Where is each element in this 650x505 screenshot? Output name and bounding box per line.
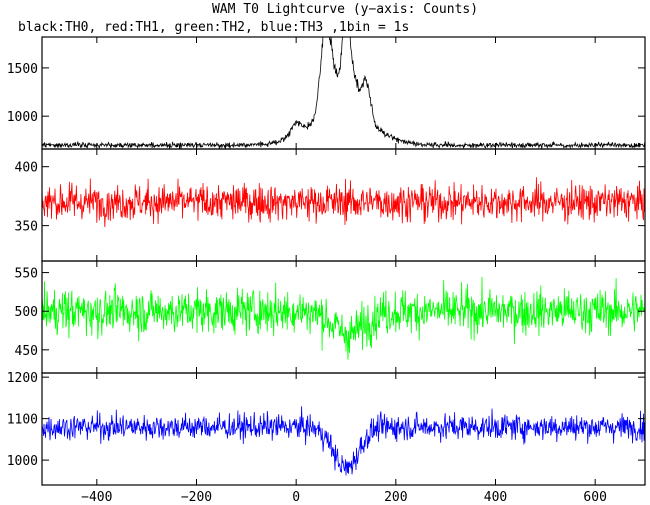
y-tick-label: 500 [15,305,38,320]
x-tick-label: 400 [484,490,507,505]
x-tick-label: 200 [384,490,407,505]
chart-title: WAM T0 Lightcurve (y−axis: Counts) [212,2,478,17]
panel-frame-th2 [41,260,646,374]
panel-frame-th0 [41,36,646,150]
x-tick-label: 0 [292,490,300,505]
y-tick-label: 400 [15,161,38,176]
series-line-th0 [42,37,645,149]
y-tick-label: 1200 [7,371,38,386]
y-tick-label: 1000 [7,454,38,469]
y-tick-label: 450 [15,344,38,359]
x-tick-label: −400 [81,490,112,505]
x-tick-label: 600 [583,490,606,505]
y-tick-label: 1100 [7,413,38,428]
series-line-th3 [42,406,645,476]
y-tick-label: 350 [15,220,38,235]
panels-group: 1000 1500 350 400 450 500 550 1000 1100 1200 −400 −… [7,36,646,505]
y-tick-label: 1000 [7,110,38,125]
series-line-th1 [42,177,645,228]
y-tick-label: 550 [15,267,38,282]
x-tick-label: −200 [181,490,212,505]
series-line-th2 [42,276,645,360]
y-tick-label: 1500 [7,62,38,77]
chart-subtitle: black:TH0, red:TH1, green:TH2, blue:TH3 … [18,20,409,35]
panel-frame-th3 [41,372,646,486]
